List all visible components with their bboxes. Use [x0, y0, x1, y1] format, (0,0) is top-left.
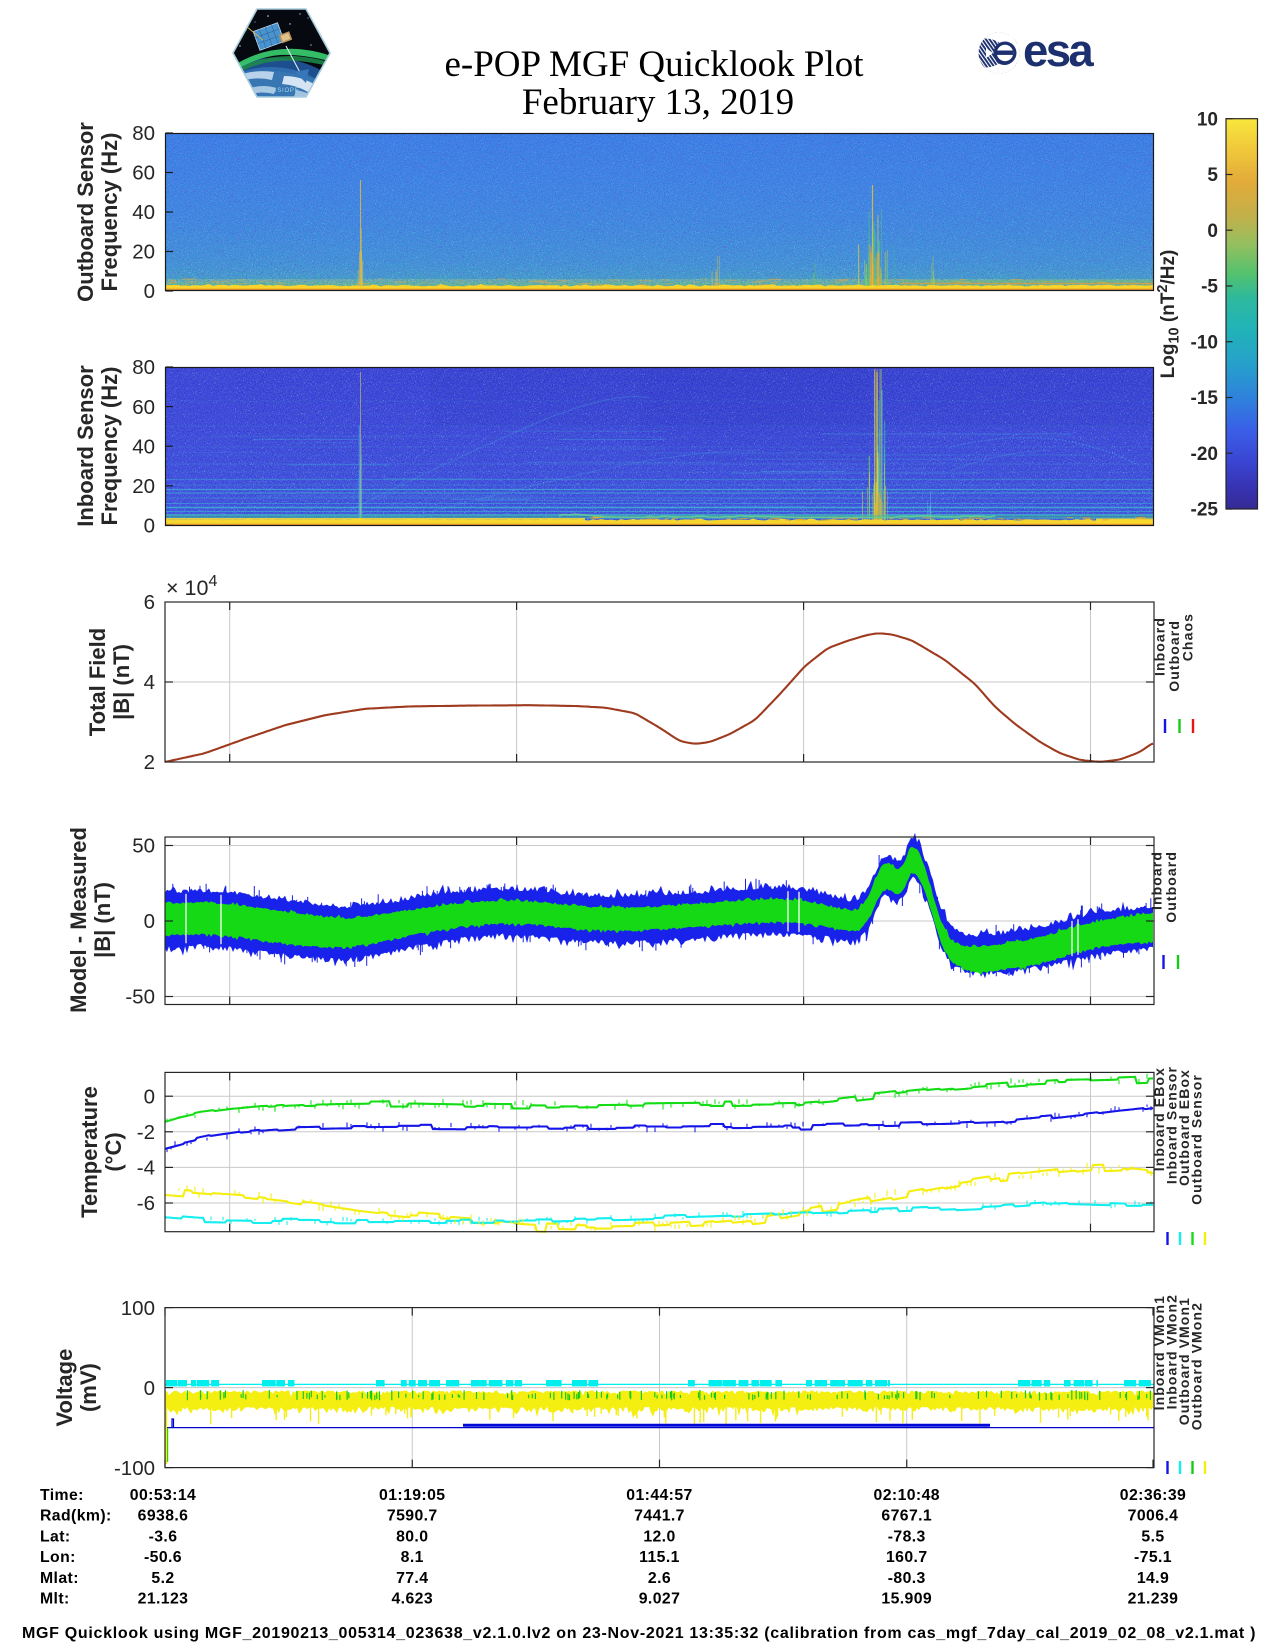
- svg-text:2.6: 2.6: [648, 1570, 671, 1587]
- svg-text:80.0: 80.0: [396, 1528, 428, 1545]
- svg-text:10: 10: [1197, 109, 1218, 130]
- svg-text:21.239: 21.239: [1128, 1591, 1179, 1608]
- svg-text:Inboard VMon2: Inboard VMon2: [1164, 1294, 1180, 1409]
- svg-text:Mlat:: Mlat:: [40, 1570, 79, 1587]
- svg-text:Frequency (Hz): Frequency (Hz): [97, 133, 122, 292]
- svg-text:14.9: 14.9: [1137, 1570, 1169, 1587]
- svg-text:5.5: 5.5: [1141, 1528, 1164, 1545]
- svg-text:|B| (nT): |B| (nT): [109, 644, 134, 720]
- svg-text:esa: esa: [1023, 25, 1094, 76]
- svg-text:-15: -15: [1191, 388, 1219, 409]
- svg-text:Inboard: Inboard: [1152, 617, 1168, 676]
- svg-text:Model - Measured: Model - Measured: [66, 827, 91, 1013]
- svg-text:Lon:: Lon:: [40, 1549, 76, 1566]
- svg-text:20: 20: [132, 241, 155, 264]
- svg-text:Inboard VMon1: Inboard VMon1: [1151, 1295, 1167, 1410]
- svg-text:01:44:57: 01:44:57: [626, 1487, 692, 1504]
- svg-text:Total Field: Total Field: [85, 628, 110, 736]
- svg-text:4.623: 4.623: [391, 1591, 433, 1608]
- svg-text:Temperature: Temperature: [77, 1086, 102, 1218]
- svg-text:Time:: Time:: [40, 1487, 84, 1504]
- svg-text:0: 0: [144, 515, 155, 538]
- svg-text:100: 100: [121, 1297, 155, 1320]
- svg-text:6938.6: 6938.6: [138, 1508, 189, 1525]
- svg-text:-50: -50: [125, 986, 155, 1009]
- svg-text:Inboard EBox: Inboard EBox: [1151, 1067, 1167, 1171]
- svg-text:80: 80: [132, 356, 155, 379]
- svg-text:-80.3: -80.3: [888, 1570, 926, 1587]
- svg-text:4: 4: [144, 671, 155, 694]
- svg-text:7006.4: 7006.4: [1128, 1508, 1179, 1525]
- svg-text:5.2: 5.2: [151, 1570, 174, 1587]
- svg-text:Outboard VMon1: Outboard VMon1: [1176, 1297, 1192, 1425]
- svg-text:7441.7: 7441.7: [634, 1508, 685, 1525]
- svg-text:8.1: 8.1: [401, 1549, 424, 1566]
- svg-text:50: 50: [132, 835, 155, 858]
- svg-text:Rad(km):: Rad(km):: [40, 1508, 112, 1525]
- svg-text:|B| (nT): |B| (nT): [90, 882, 115, 958]
- svg-text:01:19:05: 01:19:05: [379, 1487, 445, 1504]
- svg-text:6: 6: [144, 591, 155, 614]
- svg-text:February 13, 2019: February 13, 2019: [522, 82, 794, 123]
- svg-text:-2: -2: [137, 1121, 155, 1144]
- svg-text:-10: -10: [1191, 332, 1218, 353]
- svg-text:-5: -5: [1201, 277, 1218, 298]
- svg-text:-3.6: -3.6: [149, 1528, 178, 1545]
- svg-text:40: 40: [132, 435, 155, 458]
- svg-text:Inboard Sensor: Inboard Sensor: [73, 365, 98, 527]
- svg-text:0: 0: [144, 1085, 155, 1108]
- svg-text:CASSIOPE: CASSIOPE: [262, 88, 299, 94]
- svg-text:2: 2: [144, 751, 155, 774]
- svg-text:60: 60: [132, 162, 155, 185]
- svg-text:Outboard: Outboard: [1163, 851, 1179, 923]
- svg-text:-20: -20: [1191, 444, 1218, 465]
- svg-text:5: 5: [1207, 165, 1218, 186]
- svg-text:00:53:14: 00:53:14: [130, 1487, 196, 1504]
- svg-text:115.1: 115.1: [639, 1549, 680, 1566]
- svg-text:21.123: 21.123: [138, 1591, 189, 1608]
- svg-text:20: 20: [132, 475, 155, 498]
- svg-text:-4: -4: [137, 1157, 155, 1180]
- svg-text:Inboard: Inboard: [1149, 851, 1165, 910]
- svg-text:60: 60: [132, 396, 155, 419]
- svg-text:80: 80: [132, 122, 155, 145]
- svg-text:02:36:39: 02:36:39: [1120, 1487, 1186, 1504]
- svg-text:Chaos: Chaos: [1180, 613, 1196, 661]
- svg-text:(mV): (mV): [76, 1363, 101, 1412]
- svg-text:0: 0: [144, 1377, 155, 1400]
- svg-text:02:10:48: 02:10:48: [874, 1487, 940, 1504]
- svg-text:(°C): (°C): [101, 1132, 126, 1171]
- svg-text:Outboard: Outboard: [1166, 620, 1182, 692]
- svg-text:6767.1: 6767.1: [881, 1508, 932, 1525]
- svg-text:MGF Quicklook using MGF_201902: MGF Quicklook using MGF_20190213_005314_…: [22, 1625, 1256, 1642]
- svg-text:-100: -100: [114, 1457, 155, 1480]
- svg-text:Mlt:: Mlt:: [40, 1591, 70, 1608]
- svg-text:0: 0: [1207, 221, 1218, 242]
- svg-text:Frequency (Hz): Frequency (Hz): [97, 367, 122, 526]
- svg-text:-6: -6: [137, 1192, 155, 1215]
- svg-text:Voltage: Voltage: [52, 1349, 77, 1427]
- svg-text:-75.1: -75.1: [1134, 1549, 1172, 1566]
- svg-text:-78.3: -78.3: [888, 1528, 926, 1545]
- svg-text:Inboard Sensor: Inboard Sensor: [1164, 1066, 1180, 1184]
- svg-text:Outboard VMon2: Outboard VMon2: [1189, 1302, 1205, 1430]
- svg-text:Log10 (nT2/Hz): Log10 (nT2/Hz): [1155, 250, 1183, 379]
- svg-text:-25: -25: [1191, 500, 1219, 521]
- svg-text:0: 0: [144, 910, 155, 933]
- svg-text:Lat:: Lat:: [40, 1528, 71, 1545]
- svg-text:-50.6: -50.6: [144, 1549, 182, 1566]
- svg-text:e-POP MGF Quicklook Plot: e-POP MGF Quicklook Plot: [444, 44, 864, 85]
- svg-text:40: 40: [132, 201, 155, 224]
- svg-text:9.027: 9.027: [639, 1591, 681, 1608]
- svg-text:15.909: 15.909: [881, 1591, 932, 1608]
- svg-text:0: 0: [144, 280, 155, 303]
- svg-text:Outboard Sensor: Outboard Sensor: [73, 122, 98, 302]
- svg-text:77.4: 77.4: [396, 1570, 428, 1587]
- svg-text:Outboard Sensor: Outboard Sensor: [1189, 1074, 1205, 1205]
- svg-text:160.7: 160.7: [886, 1549, 928, 1566]
- svg-text:7590.7: 7590.7: [387, 1508, 438, 1525]
- svg-text:Outboard EBox: Outboard EBox: [1176, 1069, 1192, 1186]
- svg-text:12.0: 12.0: [643, 1528, 675, 1545]
